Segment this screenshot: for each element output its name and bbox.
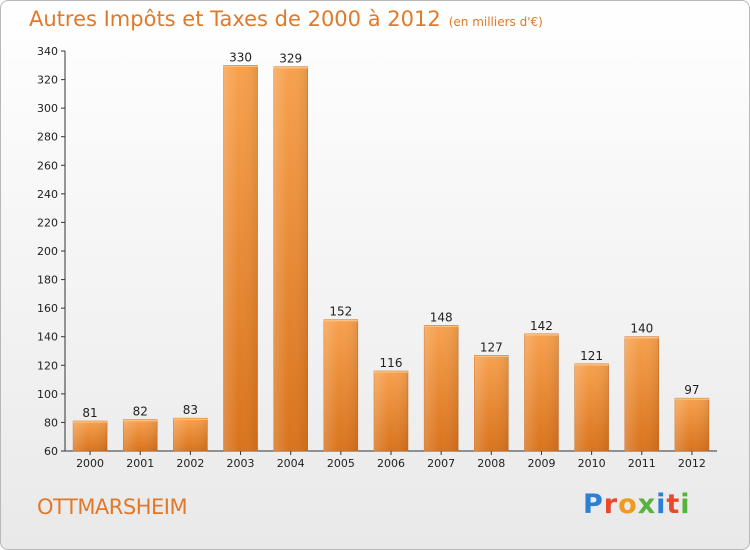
chart-title-text: Autres Impôts et Taxes de 2000 à 2012: [29, 7, 441, 31]
logo-letter: x: [637, 489, 657, 520]
data-label-2001: 82: [133, 405, 148, 419]
bar-2007: [423, 325, 459, 452]
x-tick-label-2008: 2008: [477, 457, 505, 470]
bar-2006: [373, 370, 409, 452]
x-tick-label-2006: 2006: [377, 457, 405, 470]
data-label-2004: 329: [279, 52, 302, 66]
logo-letter: i: [656, 489, 667, 520]
data-label-2006: 116: [380, 356, 403, 370]
bar-2004: [273, 66, 308, 452]
bar-2011: [624, 336, 660, 452]
bar-2009: [524, 333, 559, 452]
y-axis: 60 80 100 120 140 160 180 200 220 240 260 280 300 320…: [37, 45, 66, 458]
data-label-2012: 97: [684, 383, 699, 397]
x-tick-label-2007: 2007: [427, 457, 455, 470]
bar-2008: [474, 355, 509, 452]
y-tick-label: 80: [44, 416, 58, 429]
bar-2000: [72, 420, 108, 452]
data-label-2009: 142: [530, 319, 553, 333]
y-tick-label: 180: [37, 274, 58, 287]
data-label-2005: 152: [329, 305, 352, 319]
city-name: OTTMARSHEIM: [37, 495, 188, 519]
bar-shine: [374, 371, 408, 451]
x-tick-label-2002: 2002: [176, 457, 204, 470]
bar-2002: [173, 417, 208, 452]
logo-letter: i: [680, 489, 691, 520]
logo-letter: o: [618, 489, 638, 520]
x-tick-label-2001: 2001: [126, 457, 154, 470]
data-label-2002: 83: [183, 403, 198, 417]
x-tick-label-2004: 2004: [277, 457, 305, 470]
data-label-2007: 148: [430, 310, 453, 324]
y-tick-label: 320: [37, 74, 58, 87]
bar-shine: [674, 398, 709, 451]
y-tick-label: 140: [37, 331, 58, 344]
y-tick-label: 240: [37, 188, 58, 201]
bar-shine: [524, 333, 559, 451]
x-tick-label-2011: 2011: [628, 457, 656, 470]
y-tick-label: 280: [37, 131, 58, 144]
data-label-2010: 121: [580, 349, 603, 363]
data-labels: 81 82 83 330 329 152 116 148 127 142 121 140 97: [82, 50, 699, 420]
logo-letter: P: [583, 489, 604, 520]
bar-2001: [122, 419, 158, 452]
bar-shine: [173, 418, 208, 451]
data-label-2003: 330: [229, 50, 252, 64]
proxiti-logo: Proxiti: [583, 489, 691, 520]
bar-shine: [223, 65, 258, 452]
y-tick-label: 160: [37, 302, 58, 315]
y-tick-label: 260: [37, 159, 58, 172]
y-tick-label: 300: [37, 102, 58, 115]
bar-shine: [574, 363, 609, 451]
bar-shine: [474, 355, 509, 451]
x-tick-label-2012: 2012: [678, 457, 706, 470]
x-tick-label-2009: 2009: [527, 457, 555, 470]
x-tick-label-2010: 2010: [578, 457, 606, 470]
x-axis: 2000 2001 2002 2003 2004 2005 2006 2007 2008 2009…: [65, 450, 717, 470]
y-tick-label: 100: [37, 388, 58, 401]
bar-shine: [73, 421, 108, 451]
bar-shine: [424, 325, 459, 451]
y-tick-label: 120: [37, 359, 58, 372]
y-tick-label: 340: [37, 45, 58, 58]
bar-2010: [574, 363, 609, 452]
bar-shine: [123, 419, 158, 451]
chart-title: Autres Impôts et Taxes de 2000 à 2012 (en…: [29, 7, 543, 31]
logo-letter: t: [666, 489, 681, 520]
x-tick-label-2005: 2005: [327, 457, 355, 470]
x-tick-label-2000: 2000: [76, 457, 104, 470]
bar-2005: [323, 319, 359, 452]
y-tick-label: 220: [37, 216, 58, 229]
chart-unit: (en milliers d'€): [448, 15, 543, 29]
y-tick-label: 200: [37, 245, 58, 258]
y-tick-label: 60: [44, 445, 58, 458]
bar-shine: [624, 336, 659, 451]
data-label-2008: 127: [480, 340, 503, 354]
bar-shine: [273, 66, 308, 451]
data-label-2000: 81: [82, 406, 97, 420]
bar-2003: [223, 65, 258, 452]
logo-letter: r: [603, 489, 619, 520]
data-label-2011: 140: [630, 322, 653, 336]
x-tick-label-2003: 2003: [227, 457, 255, 470]
bar-shine: [323, 319, 358, 451]
bar-2012: [674, 397, 710, 452]
bars: [72, 65, 710, 452]
